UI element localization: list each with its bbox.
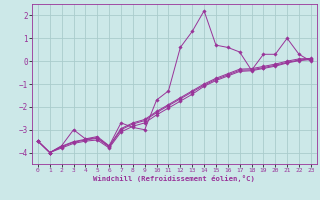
X-axis label: Windchill (Refroidissement éolien,°C): Windchill (Refroidissement éolien,°C) xyxy=(93,175,255,182)
